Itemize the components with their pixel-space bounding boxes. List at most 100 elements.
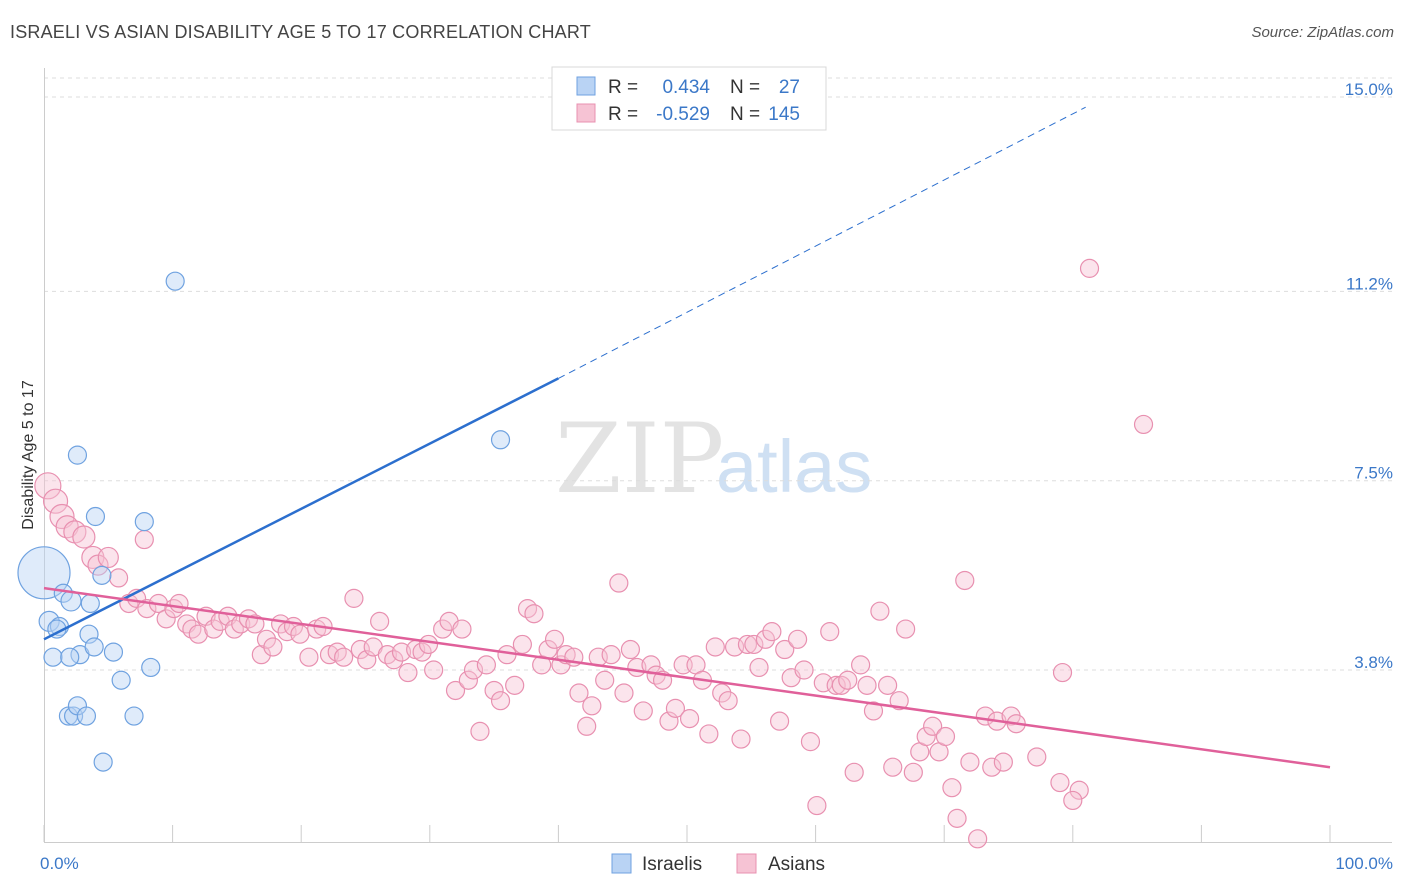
- asians-point-1: [42, 488, 69, 514]
- legend-n-label-asians: N =: [730, 104, 760, 125]
- asians-point-104: [749, 657, 769, 678]
- israelis-point-0: [17, 546, 71, 600]
- asians-point-151: [1133, 414, 1154, 435]
- asians-point-28: [245, 614, 265, 634]
- asians-point-20: [188, 624, 208, 644]
- asians-point-60: [463, 660, 484, 680]
- asians-point-86: [633, 701, 653, 721]
- asians-point-47: [377, 645, 397, 665]
- israelis-point-2: [43, 647, 63, 667]
- asians-point-107: [769, 711, 790, 731]
- asians-point-136: [955, 570, 975, 591]
- asians-point-55: [433, 619, 453, 639]
- asians-point-30: [256, 629, 277, 649]
- asians-point-58: [452, 619, 472, 639]
- asians-point-135: [947, 808, 967, 828]
- asians-point-149: [1050, 772, 1070, 793]
- asians-point-97: [705, 637, 725, 657]
- asians-point-103: [744, 634, 764, 655]
- legend-bottom-label-asians: Asians: [768, 854, 825, 875]
- asians-point-125: [883, 757, 903, 777]
- asians-point-124: [878, 675, 898, 695]
- israelis-point-22: [141, 657, 161, 678]
- asians-point-22: [204, 619, 224, 639]
- asians-point-0: [34, 472, 62, 500]
- asians-point-9: [108, 568, 129, 588]
- asians-point-61: [470, 721, 490, 741]
- asians-point-84: [620, 639, 641, 660]
- asians-point-98: [712, 683, 732, 703]
- legend-bottom-label-israelis: Israelis: [642, 854, 702, 875]
- asians-point-31: [263, 637, 283, 657]
- asians-point-134: [942, 778, 962, 798]
- asians-point-130: [916, 726, 936, 747]
- trend-line-israelis: [43, 377, 559, 641]
- asians-point-131: [923, 716, 943, 736]
- watermark-zip: ZIP: [555, 403, 724, 515]
- asians-point-8: [97, 546, 119, 569]
- legend-n-label-israelis: N =: [730, 77, 760, 98]
- asians-point-57: [445, 680, 466, 701]
- asians-point-127: [896, 619, 916, 639]
- watermark: ZIP atlas: [555, 403, 872, 515]
- asians-point-142: [993, 752, 1013, 772]
- asians-point-126: [889, 691, 909, 711]
- asians-point-120: [851, 655, 871, 675]
- legend-swatch-asians: [576, 103, 596, 123]
- asians-point-108: [775, 639, 795, 660]
- legend-stats: R = 0.434 N = 27 R = -0.529 N = 145: [551, 66, 827, 131]
- asians-point-93: [679, 709, 700, 729]
- legend-bottom-swatch-israelis: [611, 853, 632, 874]
- asians-point-19: [182, 619, 202, 639]
- trend-line-asians: [43, 586, 1331, 769]
- israelis-point-15: [80, 593, 100, 614]
- asians-point-17: [169, 593, 189, 614]
- asians-point-54: [424, 660, 444, 680]
- asians-point-140: [982, 757, 1002, 777]
- asians-point-128: [903, 762, 923, 782]
- asians-points: [34, 258, 1154, 849]
- israelis-point-23: [165, 271, 185, 291]
- legend-r-label-israelis: R =: [608, 77, 638, 98]
- legend-bottom-swatch-asians: [736, 853, 757, 874]
- asians-point-83: [614, 683, 634, 703]
- israelis-point-18: [103, 642, 124, 662]
- asians-point-115: [820, 622, 840, 642]
- x-tick-label-min: 0.0%: [40, 854, 79, 873]
- israelis-point-19: [111, 670, 131, 690]
- trend-lines: [43, 106, 1331, 769]
- asians-point-145: [1052, 662, 1073, 683]
- y-tick-label-1: 7.5%: [1354, 464, 1393, 483]
- asians-point-52: [412, 642, 432, 662]
- asians-point-150: [1079, 258, 1100, 278]
- asians-point-99: [718, 691, 738, 711]
- asians-point-36: [299, 647, 319, 667]
- asians-point-122: [863, 701, 884, 721]
- asians-point-113: [807, 795, 827, 816]
- asians-point-133: [935, 726, 956, 747]
- asians-point-48: [384, 650, 404, 670]
- asians-point-35: [290, 624, 310, 644]
- asians-point-138: [968, 829, 988, 849]
- y-tick-label-3: 15.0%: [1345, 80, 1393, 99]
- y-axis-title: Disability Age 5 to 17: [20, 380, 37, 530]
- legend-swatch-israelis: [576, 76, 596, 96]
- israelis-point-17: [93, 752, 113, 772]
- asians-point-40: [327, 642, 347, 662]
- y-axis-tick-labels: 3.8% 7.5% 11.2% 15.0%: [1345, 80, 1393, 672]
- legend-r-value-asians: -0.529: [656, 104, 710, 125]
- watermark-atlas: atlas: [716, 425, 872, 508]
- y-tick-label-0: 3.8%: [1354, 653, 1393, 672]
- asians-point-39: [319, 645, 340, 665]
- asians-point-144: [1027, 747, 1047, 767]
- trend-line-israelis-extension: [558, 106, 1086, 379]
- asians-point-76: [569, 683, 589, 703]
- asians-point-121: [857, 675, 877, 695]
- asians-point-63: [484, 680, 504, 701]
- asians-point-111: [794, 660, 814, 680]
- asians-point-72: [544, 629, 565, 649]
- asians-point-147: [1069, 780, 1089, 800]
- asians-point-112: [800, 732, 821, 752]
- asians-point-91: [665, 698, 686, 718]
- asians-point-101: [731, 729, 751, 749]
